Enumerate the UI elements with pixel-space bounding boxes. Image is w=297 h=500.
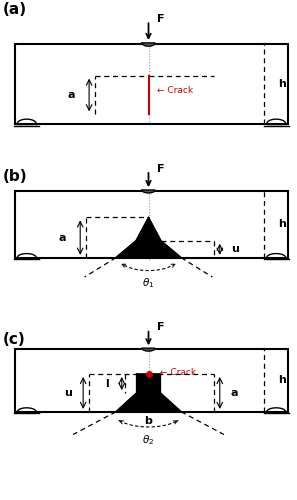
- Text: (c): (c): [3, 332, 26, 346]
- Text: h: h: [278, 376, 286, 386]
- Text: u: u: [64, 388, 72, 398]
- Polygon shape: [142, 190, 155, 193]
- Text: a: a: [59, 232, 66, 242]
- Text: a: a: [231, 388, 238, 398]
- Text: b: b: [145, 416, 152, 426]
- Bar: [15, 190, 288, 258]
- Text: (a): (a): [3, 2, 27, 16]
- Bar: [15, 349, 288, 412]
- Bar: [15, 44, 288, 124]
- Text: F: F: [157, 322, 165, 332]
- Polygon shape: [116, 374, 181, 412]
- Polygon shape: [142, 348, 155, 351]
- Polygon shape: [142, 43, 155, 46]
- Text: ← Crack: ← Crack: [157, 86, 194, 95]
- Text: (b): (b): [3, 169, 28, 184]
- Text: $\theta_2$: $\theta_2$: [142, 434, 155, 447]
- Text: F: F: [157, 14, 165, 24]
- Text: $\theta_1$: $\theta_1$: [142, 276, 155, 289]
- Polygon shape: [116, 218, 181, 258]
- Text: u: u: [231, 244, 238, 254]
- Text: h: h: [278, 78, 286, 89]
- Text: l: l: [105, 378, 109, 388]
- Text: a: a: [67, 90, 75, 100]
- Text: ← Crack: ← Crack: [160, 368, 197, 378]
- Text: h: h: [278, 219, 286, 229]
- Text: F: F: [157, 164, 165, 174]
